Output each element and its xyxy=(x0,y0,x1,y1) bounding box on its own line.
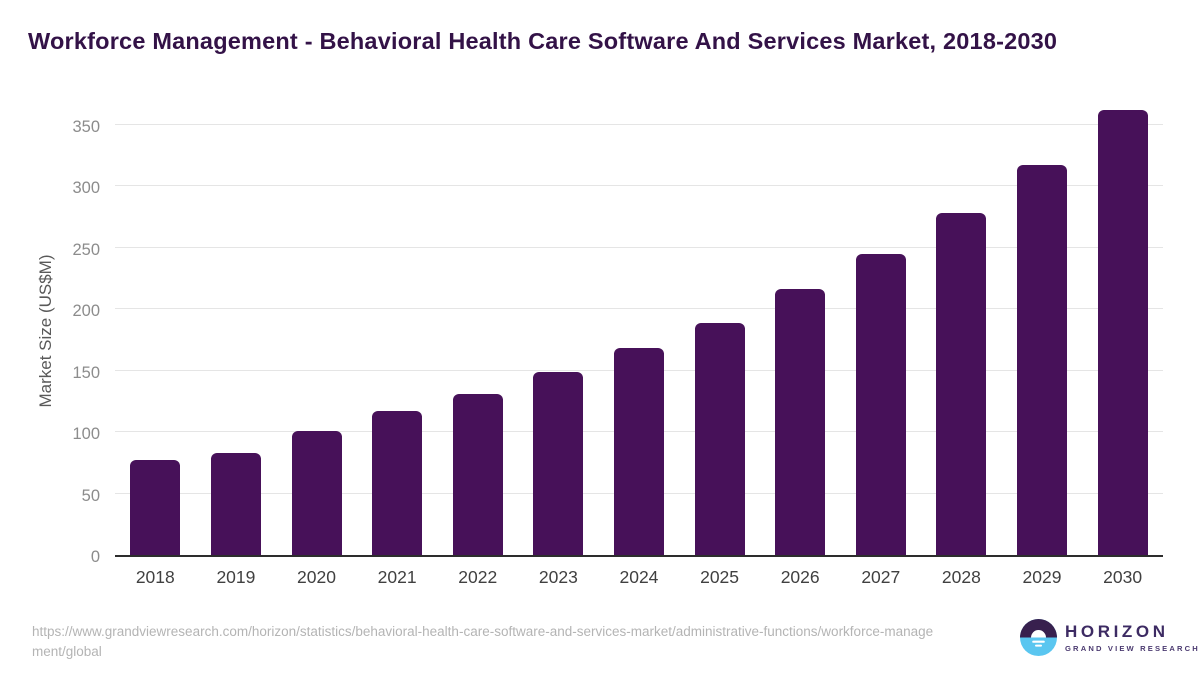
bar-2021 xyxy=(372,411,423,555)
y-tick-label-50: 50 xyxy=(81,486,100,505)
bar-slot-2025: 2025 xyxy=(679,105,760,587)
x-tick-label-2025: 2025 xyxy=(700,567,740,587)
logo-subtitle: GRAND VIEW RESEARCH xyxy=(1065,643,1200,653)
bar-slot-2023: 2023 xyxy=(518,105,599,587)
bar-slot-2024: 2024 xyxy=(599,105,680,587)
brand-logo: HORIZON GRAND VIEW RESEARCH xyxy=(1020,619,1200,656)
bar-chart-plot-area: 2018 2019 2020 2021 2022 2023 2024 2025 2026 2027… xyxy=(115,105,1163,587)
x-tick-label-2020: 2020 xyxy=(297,567,336,587)
y-tick-label-200: 200 xyxy=(72,302,100,320)
x-tick-label-2018: 2018 xyxy=(135,567,175,587)
bar-2025 xyxy=(694,322,745,555)
x-tick-label-2027: 2027 xyxy=(861,567,901,587)
y-tick-label-250: 250 xyxy=(72,240,100,259)
bar-slot-2019: 2019 xyxy=(196,105,277,587)
y-axis-tick-labels: 0 50 100 150 200 250 300 350 xyxy=(0,105,100,567)
x-tick-label-2019: 2019 xyxy=(216,567,256,587)
x-tick-label-2024: 2024 xyxy=(619,567,659,587)
bar-2018 xyxy=(130,460,181,555)
bar-2029 xyxy=(1017,165,1067,555)
x-tick-label-2023: 2023 xyxy=(538,567,578,587)
bar-slot-2028: 2028 xyxy=(921,105,1002,587)
bar-slot-2030: 2030 xyxy=(1082,105,1163,587)
bar-2027 xyxy=(855,253,906,555)
x-tick-label-2021: 2021 xyxy=(377,567,417,587)
y-tick-label-150: 150 xyxy=(72,363,100,382)
y-tick-label-300: 300 xyxy=(72,179,100,197)
bar-2028 xyxy=(936,213,987,555)
bar-2022 xyxy=(452,393,503,555)
gridline-250 xyxy=(115,246,1163,248)
source-url-text: https://www.grandviewresearch.com/horizo… xyxy=(32,624,934,659)
bar-2020 xyxy=(291,430,342,555)
y-tick-label-350: 350 xyxy=(72,117,100,136)
x-tick-label-2022: 2022 xyxy=(458,567,498,587)
bar-slot-2022: 2022 xyxy=(437,105,518,587)
x-tick-label-2028: 2028 xyxy=(941,567,981,587)
y-tick-label-100: 100 xyxy=(72,425,100,443)
bar-2024 xyxy=(613,348,664,555)
x-tick-label-2026: 2026 xyxy=(780,567,820,587)
y-tick-label-0: 0 xyxy=(90,548,100,566)
logo-text: HORIZON GRAND VIEW RESEARCH xyxy=(1065,621,1200,653)
gridline-350 xyxy=(115,123,1163,125)
bar-2026 xyxy=(775,289,826,555)
x-tick-label-2030: 2030 xyxy=(1103,567,1143,587)
bar-2023 xyxy=(533,371,584,555)
bar-slot-2021: 2021 xyxy=(357,105,438,587)
bar-slot-2020: 2020 xyxy=(276,105,357,587)
bar-slot-2026: 2026 xyxy=(760,105,841,587)
gridline-300 xyxy=(115,185,1163,186)
bar-2030 xyxy=(1097,109,1148,555)
bar-series: 2018 2019 2020 2021 2022 2023 2024 2025 2026 2027… xyxy=(115,105,1163,587)
logo-name: HORIZON xyxy=(1065,621,1169,641)
bar-2019 xyxy=(210,452,261,555)
bar-slot-2029: 2029 xyxy=(1002,105,1083,587)
chart-title: Workforce Management - Behavioral Health… xyxy=(28,28,1058,54)
x-tick-label-2029: 2029 xyxy=(1022,567,1062,587)
gridline-200 xyxy=(115,308,1163,309)
bar-slot-2018: 2018 xyxy=(115,105,196,587)
horizon-sun-icon xyxy=(1020,619,1057,656)
bar-slot-2027: 2027 xyxy=(840,105,921,587)
